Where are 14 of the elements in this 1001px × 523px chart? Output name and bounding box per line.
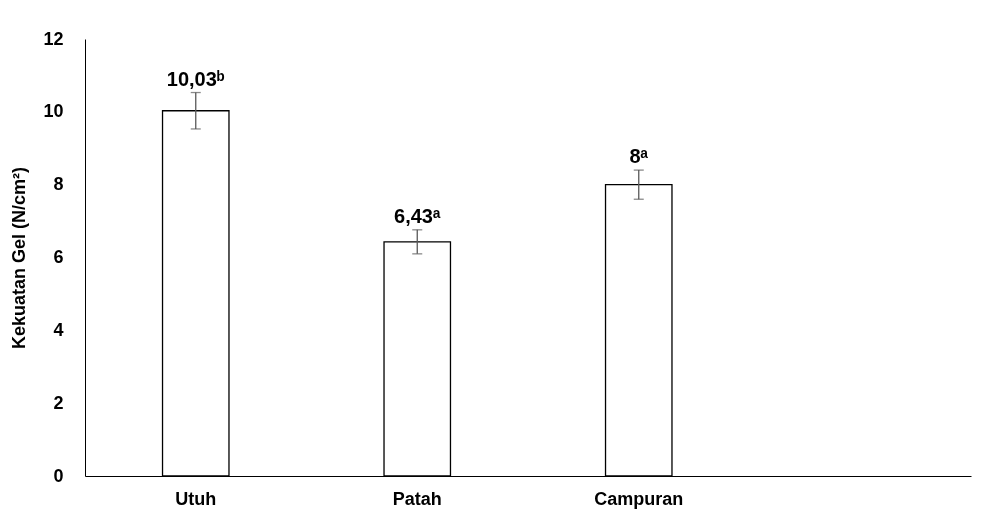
y-tick-label: 0 [53,465,64,486]
y-tick-label: 12 [43,28,64,49]
x-tick-label: Patah [392,488,442,509]
x-tick-label: Utuh [175,488,217,509]
x-tick-label: Campuran [594,488,684,509]
y-axis-title: Kekuatan Gel (N/cm²) [9,166,30,350]
y-tick-label: 8 [53,174,64,195]
y-tick-label: 2 [53,392,64,413]
y-tick-label: 4 [53,319,64,340]
y-tick-label: 6 [53,247,64,267]
data-label: 8ᵃ [629,145,649,168]
y-tick-label: 10 [43,101,64,122]
data-label: 6,43ᵃ [394,204,441,227]
data-label: 10,03ᵇ [166,67,225,90]
